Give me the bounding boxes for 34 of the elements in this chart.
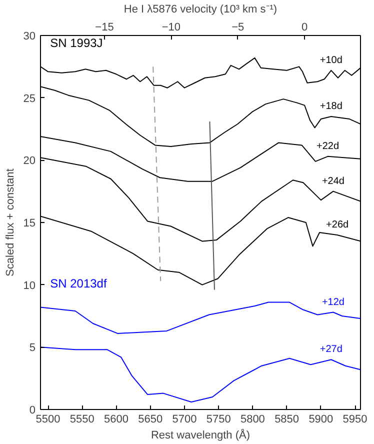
series-label: +18d (320, 101, 342, 112)
x-tick-label: 5550 (70, 414, 94, 426)
series-label: +27d (320, 344, 342, 356)
x2-tick-label: 0 (301, 22, 308, 34)
x-axis-title: Rest wavelength (Å) (150, 428, 250, 442)
x-tick-label: 5800 (240, 414, 265, 426)
x2-tick-label: −15 (95, 22, 114, 34)
y-tick-label: 20 (23, 155, 36, 168)
y-tick-label: 0 (29, 404, 36, 416)
x-tick-label: 5600 (104, 414, 128, 426)
x-tick-label: 5850 (274, 414, 300, 426)
series-label: +24d (322, 176, 344, 187)
line-series (40, 346, 360, 403)
y-tick-label: 15 (23, 218, 36, 230)
y-tick-label: 25 (23, 92, 36, 105)
x2-tick-label: −10 (162, 22, 181, 34)
x-tick-label: 5900 (308, 414, 334, 426)
annotation: SN 1993J (50, 36, 103, 50)
y-tick-label: 5 (29, 342, 36, 354)
annotation: SN 2013df (50, 276, 108, 290)
x-tick-label: 5750 (206, 414, 231, 426)
x2-tick-label: −5 (232, 22, 244, 34)
y-tick-label: 10 (23, 280, 36, 292)
series-label: +26d (326, 219, 349, 230)
series-label: +12d (322, 296, 344, 308)
x-tick-label: 5700 (172, 414, 197, 426)
x-tick-label: 5950 (342, 414, 368, 426)
series-label: +22d (316, 140, 340, 152)
x2-axis-title: He I λ5876 velocity (10³ km s⁻¹) (124, 4, 278, 16)
x-tick-label: 5650 (138, 414, 163, 426)
y-axis-title: Scaled flux + constant (4, 168, 16, 276)
series-label: +10d (320, 54, 342, 66)
x-tick-label: 5500 (36, 414, 60, 426)
y-tick-label: 30 (23, 30, 36, 42)
